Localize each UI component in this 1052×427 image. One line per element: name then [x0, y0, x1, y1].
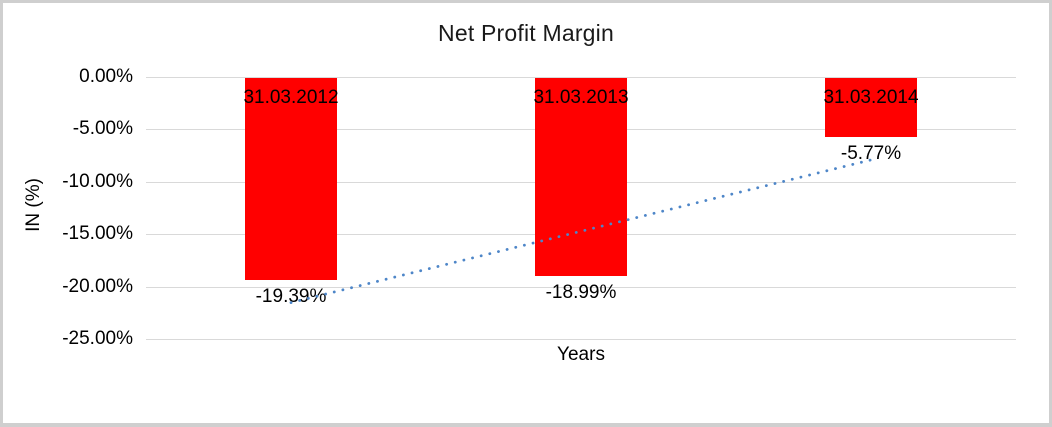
- plot-area: 0.00% -5.00% -10.00% -15.00% -20.00% -25.00% 3…: [3, 3, 1049, 423]
- y-axis-tick-label: -25.00%: [62, 328, 133, 349]
- trendline: [289, 158, 873, 305]
- bar-value-label: -5.77%: [840, 143, 902, 165]
- y-axis-tick-label: -20.00%: [62, 275, 133, 297]
- y-axis-tick-label: -10.00%: [62, 170, 133, 192]
- bar-value-label: -19.39%: [255, 286, 327, 308]
- x-axis-title: Years: [557, 344, 605, 365]
- bar-category-label: 31.03.2012: [243, 87, 339, 108]
- bar-31.03.2014: [825, 78, 917, 138]
- gridline: [146, 77, 1016, 78]
- y-axis-tick-label: 0.00%: [79, 66, 133, 87]
- bar-category-label: 31.03.2014: [823, 87, 919, 108]
- y-axis-tick-label: -15.00%: [62, 223, 133, 245]
- bar-category-label: 31.03.2013: [533, 87, 629, 108]
- bar-value-label: -18.99%: [545, 282, 617, 303]
- y-axis-tick-label: -5.00%: [72, 118, 133, 140]
- gridline: [146, 339, 1016, 340]
- chart-title: Net Profit Margin: [438, 20, 614, 46]
